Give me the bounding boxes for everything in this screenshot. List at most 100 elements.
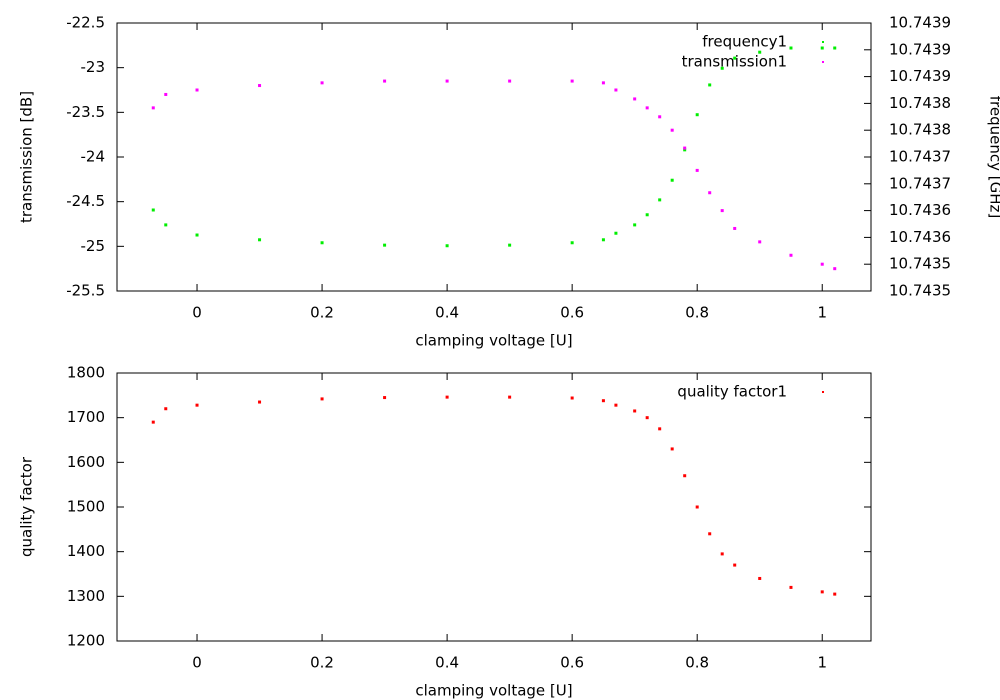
plot-frame [116, 372, 872, 642]
x-tick-label: 0.6 [560, 654, 584, 672]
x-tick-label: 0.2 [310, 654, 334, 672]
y2-tick-label: 10.7439 [889, 14, 951, 32]
legend-marker [822, 41, 824, 43]
y-tick-label: 1400 [67, 542, 105, 560]
point [733, 563, 737, 567]
point [789, 585, 793, 589]
point [695, 505, 699, 509]
point [614, 403, 618, 407]
point [833, 46, 837, 50]
y2-axis-label: frequency [GHz] [987, 96, 1000, 218]
point [383, 79, 387, 83]
point [258, 238, 262, 242]
y-tick-label: -23 [81, 58, 106, 76]
point [601, 238, 605, 242]
x-tick-label: 0.6 [560, 304, 584, 322]
point [758, 240, 762, 244]
point [670, 178, 674, 182]
point [820, 590, 824, 594]
point [164, 223, 168, 227]
x-tick-label: 0.8 [685, 654, 709, 672]
point [708, 191, 712, 195]
point [151, 208, 155, 212]
x-tick-label: 0.2 [310, 304, 334, 322]
point [258, 84, 262, 88]
y-tick-label: -23.5 [66, 103, 105, 121]
point [633, 223, 637, 227]
y2-tick-label: 10.7436 [889, 201, 951, 219]
x-tick-label: 0 [192, 654, 202, 672]
point [320, 397, 324, 401]
point [508, 395, 512, 399]
y2-tick-label: 10.7437 [889, 148, 951, 166]
point [789, 253, 793, 257]
y2-tick-label: 10.7437 [889, 174, 951, 192]
y-tick-label: 1700 [67, 408, 105, 426]
y-tick-label: -22.5 [66, 14, 105, 32]
point [833, 267, 837, 271]
legend-marker [822, 391, 824, 393]
x-axis-label: clamping voltage [U] [415, 332, 572, 350]
x-tick-label: 0.4 [435, 304, 459, 322]
y-axis-label: transmission [dB] [18, 91, 36, 223]
x-tick-label: 0.4 [435, 654, 459, 672]
point [683, 474, 687, 478]
y-tick-label: 1500 [67, 498, 105, 516]
y-tick-label: -25 [81, 237, 106, 255]
point [820, 46, 824, 50]
point [320, 241, 324, 245]
point [195, 403, 199, 407]
point [658, 115, 662, 119]
y-tick-label: 1800 [67, 364, 105, 382]
y2-tick-label: 10.7435 [889, 255, 951, 273]
point [708, 83, 712, 87]
y-tick-label: -24.5 [66, 192, 105, 210]
y2-tick-label: 10.7439 [889, 40, 951, 58]
point [720, 66, 724, 70]
point [733, 226, 737, 230]
point [614, 231, 618, 235]
x-tick-label: 0 [192, 304, 202, 322]
point [570, 79, 574, 83]
x-tick-label: 0.8 [685, 304, 709, 322]
point [195, 88, 199, 92]
point [383, 396, 387, 400]
legend-label: frequency1 [702, 33, 787, 51]
point [645, 213, 649, 217]
point [601, 81, 605, 85]
point [670, 128, 674, 132]
legend-marker [822, 61, 824, 63]
point [695, 113, 699, 117]
point [195, 233, 199, 237]
point [758, 576, 762, 580]
y-tick-label: -24 [81, 148, 106, 166]
point [601, 399, 605, 403]
point [758, 50, 762, 54]
point [445, 79, 449, 83]
x-tick-label: 1 [817, 304, 827, 322]
y-tick-label: 1600 [67, 453, 105, 471]
point [445, 395, 449, 399]
y2-tick-label: 10.7439 [889, 67, 951, 85]
y-tick-label: -25.5 [66, 282, 105, 300]
point [683, 146, 687, 150]
point [570, 241, 574, 245]
point [658, 198, 662, 202]
y2-tick-label: 10.7438 [889, 94, 951, 112]
point [570, 396, 574, 400]
y-tick-label: 1300 [67, 587, 105, 605]
x-tick-label: 1 [817, 654, 827, 672]
point [164, 407, 168, 411]
point [383, 243, 387, 247]
x-axis-label: clamping voltage [U] [415, 682, 572, 700]
y-tick-label: 1200 [67, 632, 105, 650]
point [708, 532, 712, 536]
point [645, 106, 649, 110]
point [508, 79, 512, 83]
y2-tick-label: 10.7438 [889, 121, 951, 139]
point [258, 400, 262, 404]
point [645, 416, 649, 420]
point [670, 447, 674, 451]
point [695, 168, 699, 172]
